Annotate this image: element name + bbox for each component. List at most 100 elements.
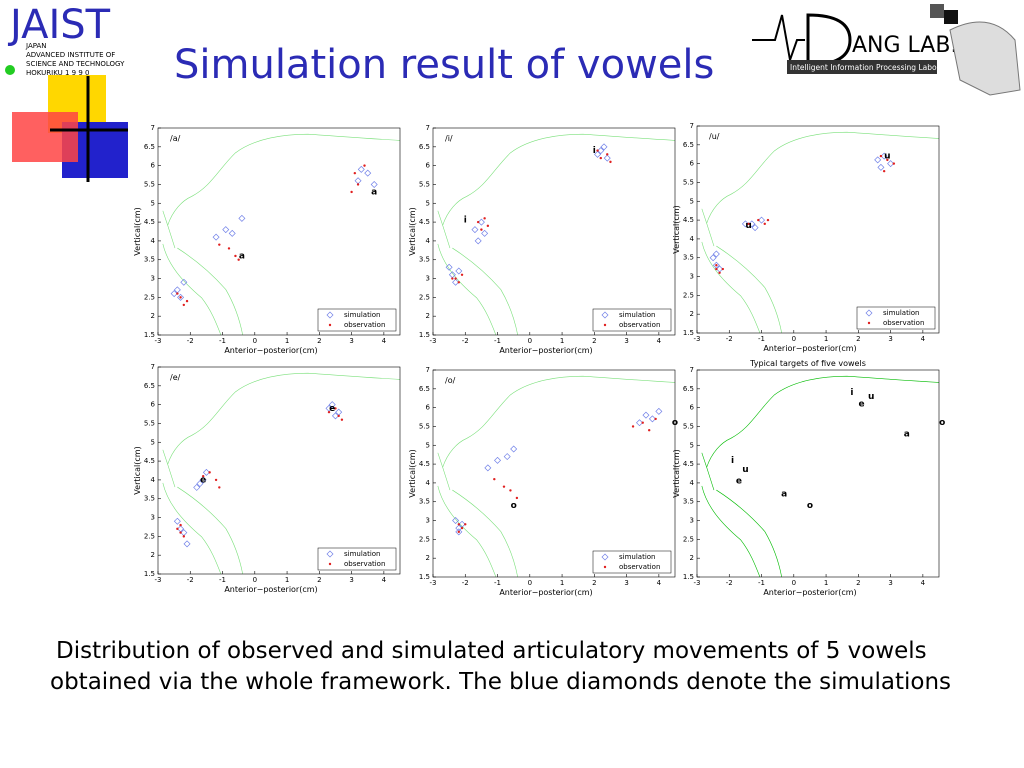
y-tick-label: 2	[426, 554, 430, 562]
annotation: e	[329, 404, 335, 414]
annotation: u	[884, 152, 890, 162]
x-tick-label: -2	[726, 335, 733, 343]
observation-point	[201, 474, 205, 478]
legend-label: observation	[619, 563, 660, 571]
y-tick-label: 6.5	[683, 385, 694, 393]
y-tick-label: 5	[151, 438, 155, 446]
simulation-point	[751, 224, 759, 232]
y-tick-label: 2.5	[419, 535, 430, 543]
legend-label: simulation	[619, 311, 656, 319]
x-tick-label: -2	[187, 576, 194, 584]
chart: -3 -2 -1 0 1 2 3 4 1.5 2 2.5 3 3.5 4 4.5 5 5.5 6 6.5 7 Anter…	[672, 359, 945, 597]
chart-title: Typical targets of five vowels	[749, 359, 866, 368]
observation-point	[596, 149, 599, 152]
observation-point	[182, 535, 186, 538]
x-tick-label: 3	[349, 337, 353, 345]
legend-marker	[601, 311, 609, 319]
x-axis-label: Anterior−posterior(cm)	[763, 588, 856, 597]
legend-marker	[601, 553, 609, 561]
y-tick-label: 6.5	[419, 143, 430, 151]
y-tick-label: 3	[690, 273, 694, 281]
x-tick-label: 0	[528, 337, 532, 345]
vocal-tract-contour	[162, 372, 400, 574]
observation-point	[606, 153, 609, 156]
y-axis-label: Vertical(cm)	[672, 449, 681, 497]
observation-point	[218, 486, 221, 489]
vocal-tract-contour	[437, 375, 675, 577]
x-tick-label: -2	[462, 579, 469, 587]
observation-point	[457, 523, 461, 526]
x-tick-label: -3	[155, 576, 162, 584]
chart: -3 -2 -1 0 1 2 3 4 1.5 2 2.5 3 3.5 4 4.5 5 5.5 6 6.5 7 Anter…	[672, 122, 940, 353]
y-tick-label: 1.5	[419, 573, 430, 581]
observation-point	[451, 277, 454, 280]
y-tick-label: 7	[690, 122, 694, 130]
y-tick-label: 1.5	[683, 573, 694, 581]
x-tick-label: -1	[219, 337, 226, 345]
simulation-point	[354, 177, 362, 185]
annotation: i	[593, 146, 596, 156]
observation-point	[457, 530, 461, 534]
y-tick-label: 5.5	[419, 180, 430, 188]
charts: -3 -2 -1 0 1 2 3 4 1.5 2 2.5 3 3.5 4 4.5 5 5.5 6 6.5 7 Anter…	[133, 122, 945, 597]
legend-marker	[603, 565, 607, 569]
y-tick-label: 3.5	[683, 254, 694, 262]
y-tick-label: 6	[151, 401, 156, 409]
x-tick-label: 4	[921, 335, 926, 343]
plot-frame	[696, 125, 940, 334]
legend-label: observation	[344, 560, 385, 568]
y-tick-label: 4	[690, 479, 695, 487]
chart-title: /u/	[709, 132, 720, 141]
y-tick-label: 3.5	[683, 498, 694, 506]
legend-label: observation	[344, 321, 385, 329]
y-tick-label: 5.5	[683, 178, 694, 186]
observation-point	[460, 273, 464, 276]
observation-point	[227, 247, 231, 250]
x-tick-label: 2	[856, 335, 860, 343]
annotation: o	[672, 418, 678, 428]
y-tick-label: 5.5	[683, 422, 694, 430]
legend-marker	[328, 323, 332, 327]
legend-label: simulation	[619, 553, 656, 561]
simulation-point	[603, 154, 611, 162]
y-tick-label: 5.5	[419, 422, 430, 430]
x-tick-label: -3	[694, 579, 701, 587]
simulation-point	[364, 169, 372, 177]
x-tick-label: 0	[792, 335, 796, 343]
y-tick-label: 2	[426, 312, 430, 320]
y-tick-label: 6.5	[419, 385, 430, 393]
y-tick-label: 3	[426, 517, 430, 525]
simulation-point	[202, 468, 210, 476]
x-tick-label: 1	[824, 335, 828, 343]
x-tick-label: 2	[317, 576, 321, 584]
y-tick-label: 1.5	[144, 331, 155, 339]
simulation-point	[594, 150, 602, 158]
simulation-point	[455, 267, 463, 275]
simulation-point	[199, 476, 207, 484]
simulation-point	[597, 147, 605, 155]
y-tick-label: 5.5	[144, 180, 155, 188]
x-tick-label: 4	[382, 576, 387, 584]
observation-point	[363, 164, 366, 167]
plot-frame	[696, 369, 940, 578]
simulation-point	[474, 237, 482, 245]
observation-point	[493, 477, 496, 481]
simulation-point	[758, 216, 766, 224]
observation-point	[350, 190, 353, 194]
x-tick-label: 3	[349, 576, 353, 584]
observation-point	[631, 425, 635, 428]
simulation-point	[452, 517, 460, 525]
x-tick-label: 0	[253, 337, 257, 345]
observation-point	[454, 277, 457, 280]
lab-pulse	[752, 14, 805, 64]
annotation: o	[807, 501, 813, 511]
x-axis-label: Anterior−posterior(cm)	[224, 346, 317, 355]
observation-point	[886, 158, 889, 162]
annotation: u	[868, 392, 874, 402]
y-tick-label: 3.5	[419, 498, 430, 506]
observation-point	[179, 531, 182, 534]
y-tick-label: 3.5	[144, 256, 155, 264]
simulation-point	[874, 156, 882, 164]
observation-point	[208, 471, 211, 474]
